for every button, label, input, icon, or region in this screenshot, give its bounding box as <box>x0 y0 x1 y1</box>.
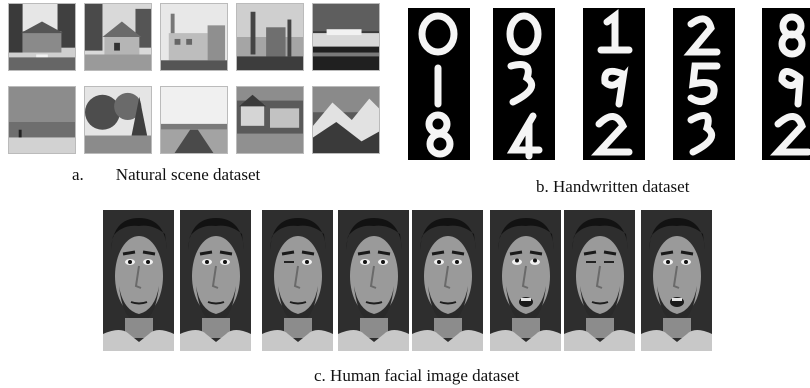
digit-column-1 <box>408 8 470 160</box>
forest-photo <box>84 86 152 154</box>
digit-column-4 <box>673 8 735 160</box>
facial-caption: c. Human facial image dataset <box>314 366 520 385</box>
face-photo-neutral <box>103 210 174 351</box>
caption-letter: a. <box>72 165 84 184</box>
caption-text: Natural scene dataset <box>115 165 261 184</box>
digit-column-2 <box>493 8 555 160</box>
cottage-photo <box>84 3 152 71</box>
ship-photo <box>312 3 380 71</box>
mountain-photo <box>312 86 380 154</box>
natural-scene-caption: a. Natural scene dataset <box>72 165 260 185</box>
face-photo-wink <box>262 210 333 351</box>
road-photo <box>160 86 228 154</box>
handwritten-panel: b. Handwritten dataset <box>400 0 810 200</box>
digit-column-3 <box>583 8 645 160</box>
house-photo <box>8 3 76 71</box>
beach-photo <box>8 86 76 154</box>
natural-scene-panel: a. Natural scene dataset <box>0 0 390 200</box>
face-photo-mouth-open <box>641 210 712 351</box>
facial-panel: c. Human facial image dataset <box>0 205 810 388</box>
town-photo <box>236 86 304 154</box>
face-photo-looking-up <box>490 210 561 351</box>
face-photo-neutral <box>412 210 483 351</box>
face-photo-neutral <box>180 210 251 351</box>
handwritten-caption: b. Handwritten dataset <box>536 177 690 196</box>
face-photo-neutral <box>338 210 409 351</box>
factory-photo <box>160 3 228 71</box>
face-photo-eyes-closed <box>564 210 635 351</box>
industrial-plant-photo <box>236 3 304 71</box>
digit-column-5 <box>762 8 810 160</box>
